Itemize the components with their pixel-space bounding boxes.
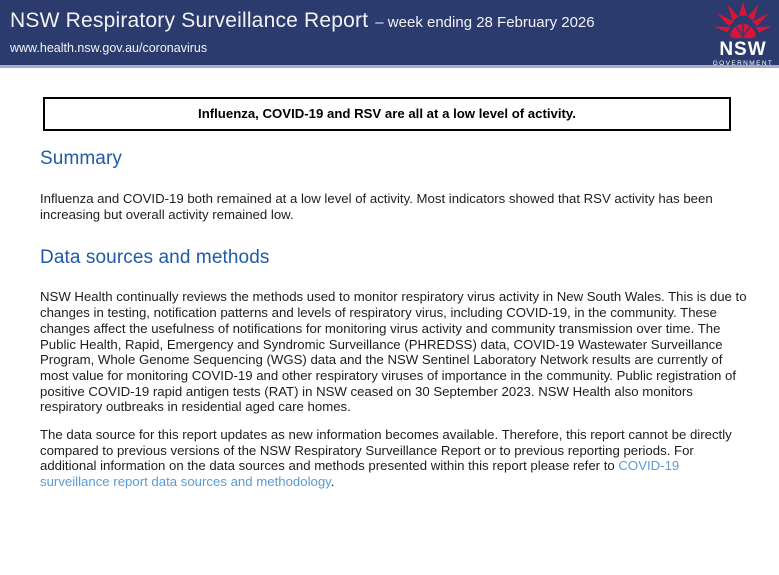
report-body: Influenza, COVID-19 and RSV are all at a…: [0, 97, 779, 490]
header-text-block: NSW Respiratory Surveillance Report – we…: [10, 9, 595, 55]
summary-paragraph: Influenza and COVID-19 both remained at …: [40, 191, 713, 222]
page-subtitle: – week ending 28 February 2026: [375, 14, 595, 31]
waratah-icon: [714, 2, 772, 42]
page-title: NSW Respiratory Surveillance Report: [10, 9, 369, 32]
section-heading-summary: Summary: [40, 148, 122, 169]
methodology-link[interactable]: COVID-19 surveillance report data source…: [40, 458, 680, 490]
report-header: NSW Respiratory Surveillance Report – we…: [0, 0, 779, 68]
title-line: NSW Respiratory Surveillance Report – we…: [10, 9, 595, 33]
nsw-government-logo: NSW GOVERNMENT: [711, 2, 775, 68]
section-data-sources: Data sources and methods NSW Health cont…: [40, 247, 747, 489]
link-paragraph-before: The data source for this report updates …: [40, 427, 732, 474]
activity-banner: Influenza, COVID-19 and RSV are all at a…: [43, 97, 731, 131]
logo-text-nsw: NSW: [719, 39, 767, 60]
section-summary: Summary Influenza and COVID-19 both rema…: [40, 148, 747, 222]
methods-link-paragraph: The data source for this report updates …: [40, 427, 747, 490]
activity-banner-text: Influenza, COVID-19 and RSV are all at a…: [198, 106, 576, 121]
section-heading-data-sources: Data sources and methods: [40, 247, 270, 269]
logo-text-government: GOVERNMENT: [712, 60, 774, 67]
link-paragraph-after: .: [330, 474, 335, 490]
header-url: www.health.nsw.gov.au/coronavirus: [10, 41, 208, 55]
methods-paragraph: NSW Health continually reviews the metho…: [40, 289, 747, 415]
